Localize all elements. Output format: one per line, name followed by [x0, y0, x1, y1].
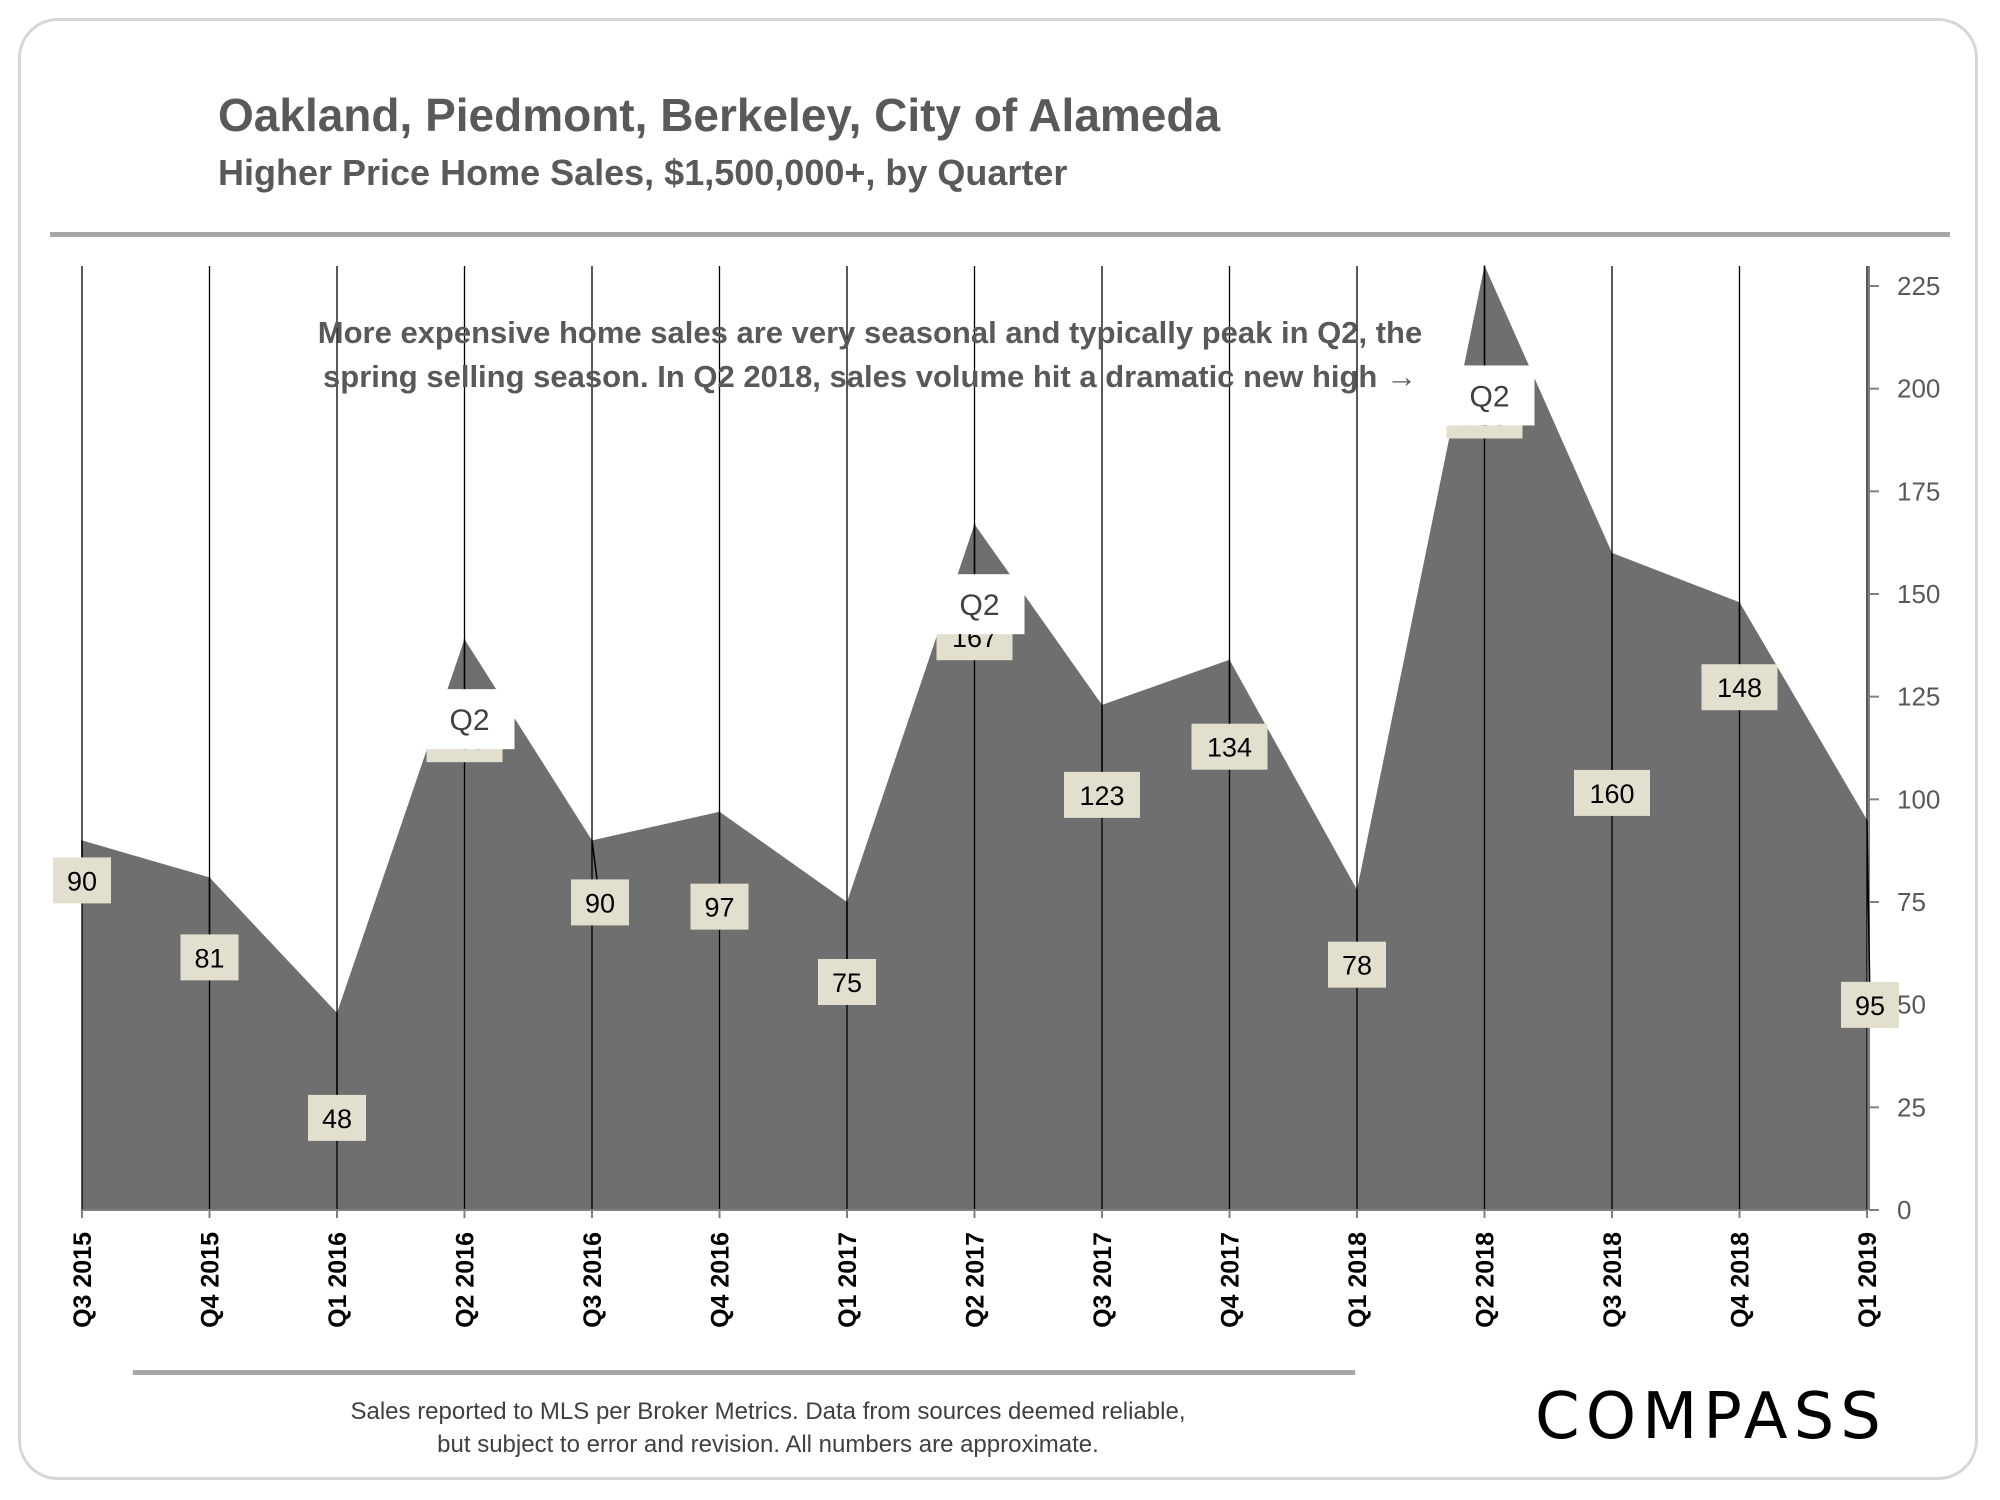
x-tick-label: Q1 2019: [1854, 1232, 1882, 1328]
x-tick-label: Q3 2017: [1089, 1232, 1117, 1328]
x-tick-label: Q2 2018: [1472, 1232, 1500, 1328]
footnote-line-2: but subject to error and revision. All n…: [437, 1431, 1099, 1458]
x-tick-label: Q4 2016: [707, 1232, 735, 1328]
data-label: 78: [1342, 951, 1372, 981]
compass-logo: COMPASS: [1535, 1380, 1887, 1454]
x-tick-label: Q4 2017: [1217, 1232, 1245, 1328]
x-tick-label: Q4 2015: [197, 1232, 225, 1328]
y-tick-label: 50: [1897, 990, 1926, 1020]
x-tick-label: Q3 2018: [1599, 1232, 1627, 1328]
data-label: 48: [322, 1104, 352, 1134]
x-tick-label: Q1 2018: [1344, 1232, 1372, 1328]
data-label-leader: [1866, 819, 1871, 1005]
y-tick-label: 25: [1897, 1092, 1926, 1122]
source-footnote: Sales reported to MLS per Broker Metrics…: [218, 1395, 1318, 1461]
annotation-line-1: More expensive home sales are very seaso…: [318, 315, 1422, 350]
x-tick-label: Q1 2017: [834, 1232, 862, 1328]
footer-divider: [133, 1370, 1355, 1375]
data-label: 90: [585, 888, 615, 918]
data-label-box: [1841, 981, 1899, 1028]
chart-subtitle: Higher Price Home Sales, $1,500,000+, by…: [218, 152, 1068, 193]
x-tick-label: Q3 2015: [69, 1232, 97, 1328]
peak-callout-box: [934, 574, 1025, 635]
data-label-box: [571, 879, 629, 926]
y-tick-label: 225: [1897, 271, 1940, 301]
y-tick-label: 0: [1897, 1195, 1911, 1225]
peak-callout-label: Q2: [959, 589, 999, 622]
x-tick-label: Q4 2018: [1727, 1232, 1755, 1328]
x-tick-label: Q2 2016: [452, 1232, 480, 1328]
peak-callout-label: Q2: [449, 704, 489, 737]
data-label: 148: [1717, 673, 1762, 703]
chart-title: Oakland, Piedmont, Berkeley, City of Ala…: [218, 89, 1221, 141]
data-label-box: [818, 959, 876, 1005]
x-tick-label: Q3 2016: [579, 1232, 607, 1328]
peak-callout-label: Q2: [1469, 380, 1509, 413]
header-divider: [50, 232, 1950, 237]
x-tick-label: Q1 2016: [324, 1232, 352, 1328]
y-tick-label: 175: [1897, 476, 1940, 506]
y-tick-label: 200: [1897, 374, 1940, 404]
data-label: 90: [67, 866, 97, 896]
data-label-box: [308, 1094, 366, 1141]
data-label-box: [1191, 723, 1268, 770]
data-label-box: [690, 883, 749, 930]
annotation-line-2: spring selling season. In Q2 2018, sales…: [323, 359, 1417, 394]
x-tick-label: Q2 2017: [962, 1232, 990, 1328]
data-label-box: [53, 857, 111, 904]
data-label-box: [1701, 664, 1778, 711]
data-label: 81: [194, 943, 224, 973]
peak-callout-box: [424, 689, 515, 750]
footnote-line-1: Sales reported to MLS per Broker Metrics…: [350, 1398, 1186, 1425]
data-label: 123: [1079, 781, 1124, 811]
data-label-box: [1064, 771, 1140, 818]
data-label-box: [1328, 941, 1386, 988]
data-label: 95: [1855, 991, 1885, 1021]
y-tick-label: 100: [1897, 784, 1940, 814]
y-tick-label: 125: [1897, 682, 1940, 712]
data-label-box: [180, 934, 239, 981]
data-label: 75: [832, 968, 862, 998]
data-label: 97: [704, 893, 734, 923]
data-label-box: [1574, 769, 1650, 816]
y-tick-label: 75: [1897, 887, 1926, 917]
y-tick-label: 150: [1897, 579, 1940, 609]
data-label: 134: [1207, 733, 1252, 763]
data-label: 160: [1589, 779, 1634, 809]
peak-callout-box: [1444, 365, 1535, 426]
